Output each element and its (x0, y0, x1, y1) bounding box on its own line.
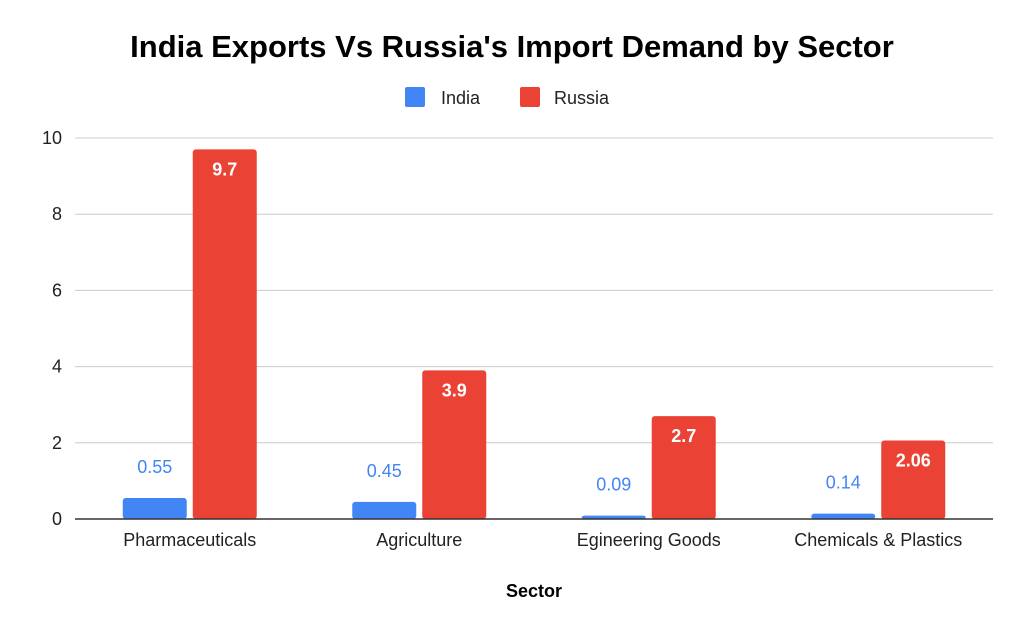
bar-russia (193, 149, 257, 519)
y-tick-label: 2 (52, 433, 62, 453)
bar-india (123, 498, 187, 519)
y-tick-label: 10 (42, 128, 62, 148)
legend-label-india: India (441, 88, 481, 108)
chart-title: India Exports Vs Russia's Import Demand … (130, 29, 894, 64)
legend-swatch-india (405, 87, 425, 107)
y-tick-label: 0 (52, 509, 62, 529)
data-label-india: 0.55 (137, 457, 172, 477)
legend-swatch-russia (520, 87, 540, 107)
y-tick-label: 6 (52, 280, 62, 300)
x-category-label: Agriculture (376, 530, 462, 550)
x-category-label: Egineering Goods (577, 530, 721, 550)
legend-label-russia: Russia (554, 88, 610, 108)
y-axis-ticks: 0 2 4 6 8 10 (42, 128, 62, 529)
data-label-russia: 3.9 (442, 380, 467, 400)
x-axis-title: Sector (506, 581, 562, 601)
data-label-india: 0.45 (367, 461, 402, 481)
x-category-label: Chemicals & Plastics (794, 530, 962, 550)
data-label-russia: 2.06 (896, 451, 931, 471)
y-tick-label: 8 (52, 204, 62, 224)
data-label-russia: 9.7 (212, 159, 237, 179)
legend: India Russia (405, 87, 610, 108)
y-tick-label: 4 (52, 357, 62, 377)
bars (123, 149, 946, 519)
data-label-india: 0.09 (596, 475, 631, 495)
data-label-india: 0.14 (826, 473, 861, 493)
bar-india (352, 502, 416, 519)
data-label-russia: 2.7 (671, 426, 696, 446)
x-axis-categories: Pharmaceuticals Agriculture Egineering Goo… (123, 530, 962, 550)
bar-india (811, 514, 875, 519)
x-category-label: Pharmaceuticals (123, 530, 256, 550)
